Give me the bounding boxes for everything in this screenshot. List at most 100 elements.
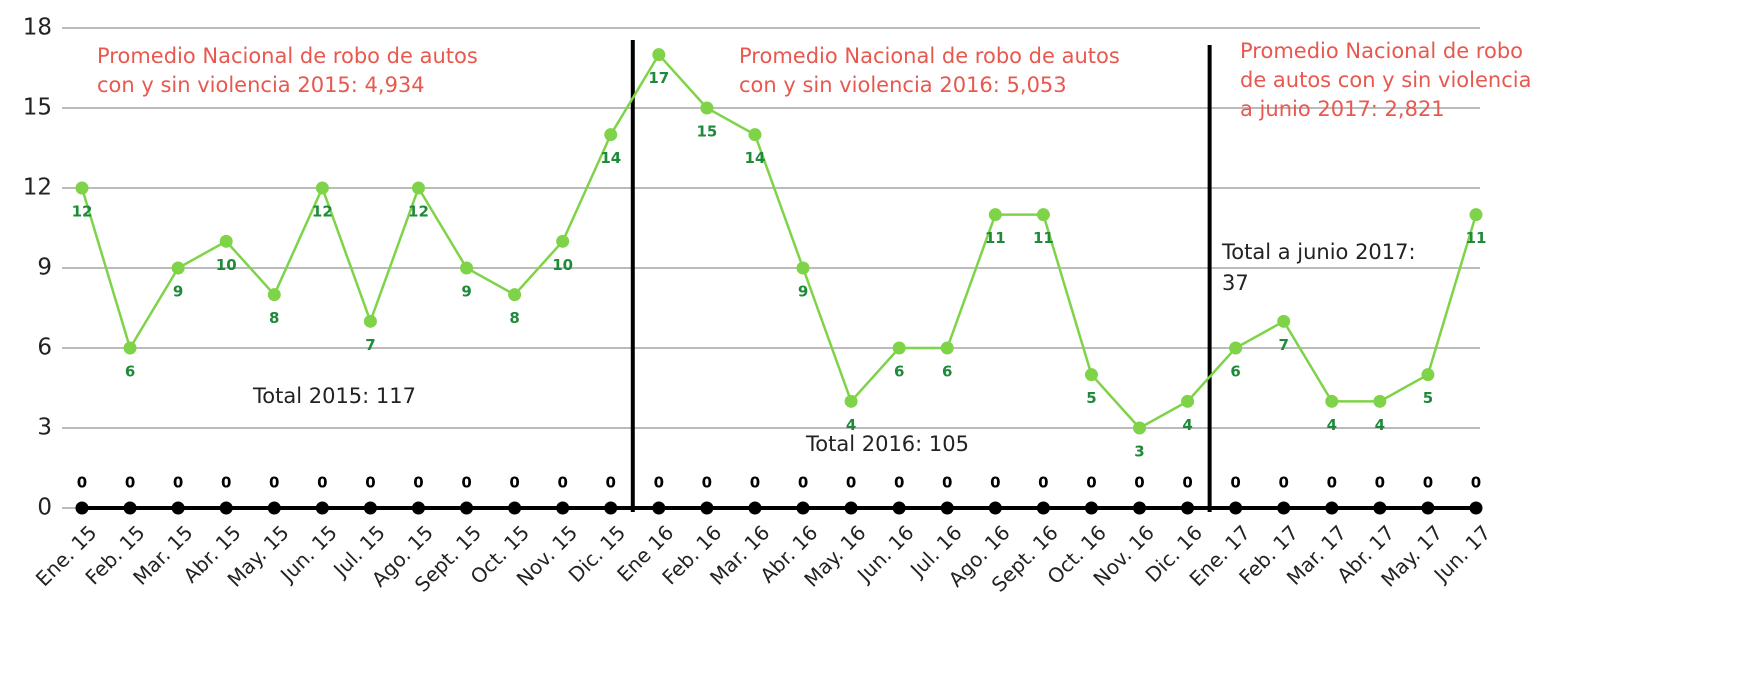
data-point <box>363 501 377 515</box>
data-point <box>363 314 377 328</box>
data-point <box>988 501 1002 515</box>
data-point <box>844 501 858 515</box>
data-label: 0 <box>1086 474 1096 492</box>
data-point <box>219 501 233 515</box>
data-label: 4 <box>1327 416 1337 434</box>
data-point <box>1133 421 1147 435</box>
data-point <box>123 501 137 515</box>
data-point <box>1133 501 1147 515</box>
data-point <box>1373 394 1387 408</box>
data-point <box>1084 368 1098 382</box>
y-tick-label: 0 <box>37 495 52 521</box>
data-label: 11 <box>985 229 1006 247</box>
data-label: 0 <box>894 474 904 492</box>
data-label: 0 <box>413 474 423 492</box>
data-label: 12 <box>312 203 333 221</box>
data-point <box>411 181 425 195</box>
data-label: 17 <box>648 69 669 87</box>
annotation: Total 2016: 105 <box>805 432 969 456</box>
data-label: 4 <box>846 416 856 434</box>
data-label: 0 <box>1038 474 1048 492</box>
data-label: 14 <box>600 149 621 167</box>
data-label: 5 <box>1423 389 1433 407</box>
data-point <box>75 501 89 515</box>
annotation: Promedio Nacional de robo de autos <box>739 44 1120 68</box>
data-point <box>1229 341 1243 355</box>
data-label: 0 <box>509 474 519 492</box>
data-point <box>123 341 137 355</box>
y-tick-label: 12 <box>23 175 52 201</box>
annotation: Promedio Nacional de robo <box>1240 39 1523 63</box>
data-point <box>460 501 474 515</box>
annotation: Total 2015: 117 <box>252 384 416 408</box>
data-point <box>1036 208 1050 222</box>
data-point <box>219 234 233 248</box>
data-point <box>892 341 906 355</box>
data-point <box>1277 314 1291 328</box>
annotation: de autos con y sin violencia <box>1240 68 1531 92</box>
data-point <box>1277 501 1291 515</box>
data-label: 15 <box>696 123 717 141</box>
data-point <box>315 181 329 195</box>
data-point <box>1181 501 1195 515</box>
data-label: 0 <box>1182 474 1192 492</box>
y-tick-label: 15 <box>23 95 52 121</box>
data-label: 5 <box>1086 389 1096 407</box>
data-point <box>604 501 618 515</box>
data-point <box>796 261 810 275</box>
data-label: 0 <box>173 474 183 492</box>
data-point <box>508 288 522 302</box>
data-label: 0 <box>1279 474 1289 492</box>
data-point <box>1469 208 1483 222</box>
data-label: 4 <box>1375 416 1385 434</box>
data-label: 3 <box>1134 443 1144 461</box>
data-label: 0 <box>654 474 664 492</box>
data-label: 0 <box>461 474 471 492</box>
annotation: 37 <box>1222 271 1249 295</box>
data-label: 0 <box>125 474 135 492</box>
y-tick-label: 3 <box>37 415 52 441</box>
data-label: 10 <box>216 256 237 274</box>
data-point <box>844 394 858 408</box>
data-label: 0 <box>1423 474 1433 492</box>
data-label: 0 <box>269 474 279 492</box>
data-point <box>1421 368 1435 382</box>
data-point <box>556 234 570 248</box>
y-tick-label: 6 <box>37 335 52 361</box>
data-point <box>267 288 281 302</box>
data-label: 11 <box>1033 229 1054 247</box>
data-label: 0 <box>557 474 567 492</box>
data-label: 0 <box>1230 474 1240 492</box>
data-point <box>748 501 762 515</box>
data-label: 0 <box>365 474 375 492</box>
y-tick-label: 18 <box>23 15 52 41</box>
data-label: 0 <box>221 474 231 492</box>
data-label: 9 <box>798 283 808 301</box>
data-label: 0 <box>990 474 1000 492</box>
data-point <box>652 48 666 62</box>
data-point <box>508 501 522 515</box>
data-label: 0 <box>317 474 327 492</box>
data-label: 14 <box>745 149 766 167</box>
annotation: con y sin violencia 2015: 4,934 <box>97 73 425 97</box>
data-label: 10 <box>552 256 573 274</box>
data-label: 0 <box>942 474 952 492</box>
data-point <box>604 128 618 142</box>
data-label: 4 <box>1182 416 1192 434</box>
data-label: 0 <box>798 474 808 492</box>
data-point <box>1373 501 1387 515</box>
data-label: 7 <box>1279 336 1289 354</box>
data-label: 8 <box>269 309 279 327</box>
data-label: 0 <box>702 474 712 492</box>
data-label: 0 <box>846 474 856 492</box>
data-label: 6 <box>1230 363 1240 381</box>
data-point <box>1036 501 1050 515</box>
data-point <box>411 501 425 515</box>
data-label: 6 <box>942 363 952 381</box>
data-point <box>940 341 954 355</box>
data-point <box>267 501 281 515</box>
data-label: 12 <box>408 203 429 221</box>
data-point <box>556 501 570 515</box>
data-point <box>748 128 762 142</box>
